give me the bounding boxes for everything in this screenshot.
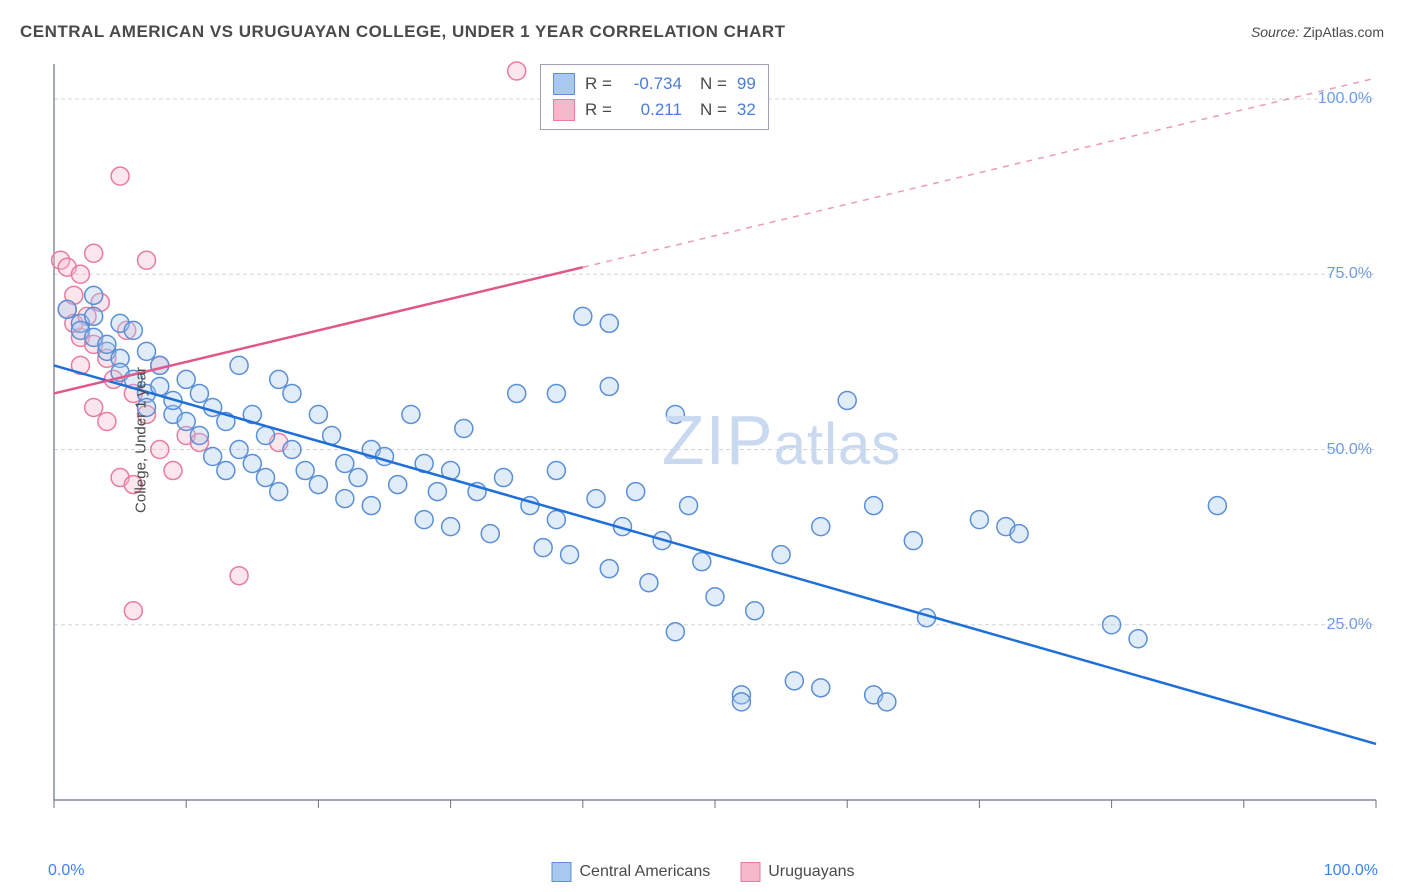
bottom-legend: Central Americans Uruguayans	[552, 862, 855, 882]
series1-n-value: 99	[737, 74, 756, 94]
y-tick-label: 25.0%	[1327, 616, 1372, 634]
series2-swatch	[740, 862, 760, 882]
series1-r-value: -0.734	[622, 74, 682, 94]
y-axis-label: College, Under 1 year	[132, 367, 149, 513]
y-tick-label: 50.0%	[1327, 441, 1372, 459]
r-label: R =	[585, 100, 612, 120]
stats-row-series2: R = 0.211 N = 32	[553, 97, 756, 123]
series2-label: Uruguayans	[768, 863, 854, 881]
series2-n-value: 32	[737, 100, 756, 120]
stats-row-series1: R = -0.734 N = 99	[553, 71, 756, 97]
plot-area: ZIPatlas College, Under 1 year	[50, 60, 1380, 820]
x-min-label: 0.0%	[48, 862, 84, 880]
source-value: ZipAtlas.com	[1303, 24, 1384, 40]
chart-title: CENTRAL AMERICAN VS URUGUAYAN COLLEGE, U…	[20, 22, 786, 42]
legend-item-series1: Central Americans	[552, 862, 711, 882]
y-tick-label: 75.0%	[1327, 265, 1372, 283]
y-tick-label: 100.0%	[1318, 90, 1372, 108]
series2-r-value: 0.211	[622, 100, 682, 120]
r-label: R =	[585, 74, 612, 94]
series1-swatch	[553, 73, 575, 95]
stats-legend-box: R = -0.734 N = 99 R = 0.211 N = 32	[540, 64, 769, 130]
series2-swatch	[553, 99, 575, 121]
source-attribution: Source: ZipAtlas.com	[1251, 24, 1384, 40]
n-label: N =	[700, 100, 727, 120]
source-label: Source:	[1251, 24, 1299, 40]
legend-item-series2: Uruguayans	[740, 862, 854, 882]
series1-swatch	[552, 862, 572, 882]
scatter-chart-svg	[50, 60, 1380, 820]
x-max-label: 100.0%	[1324, 862, 1378, 880]
series1-label: Central Americans	[580, 863, 711, 881]
chart-container: CENTRAL AMERICAN VS URUGUAYAN COLLEGE, U…	[0, 0, 1406, 892]
n-label: N =	[700, 74, 727, 94]
